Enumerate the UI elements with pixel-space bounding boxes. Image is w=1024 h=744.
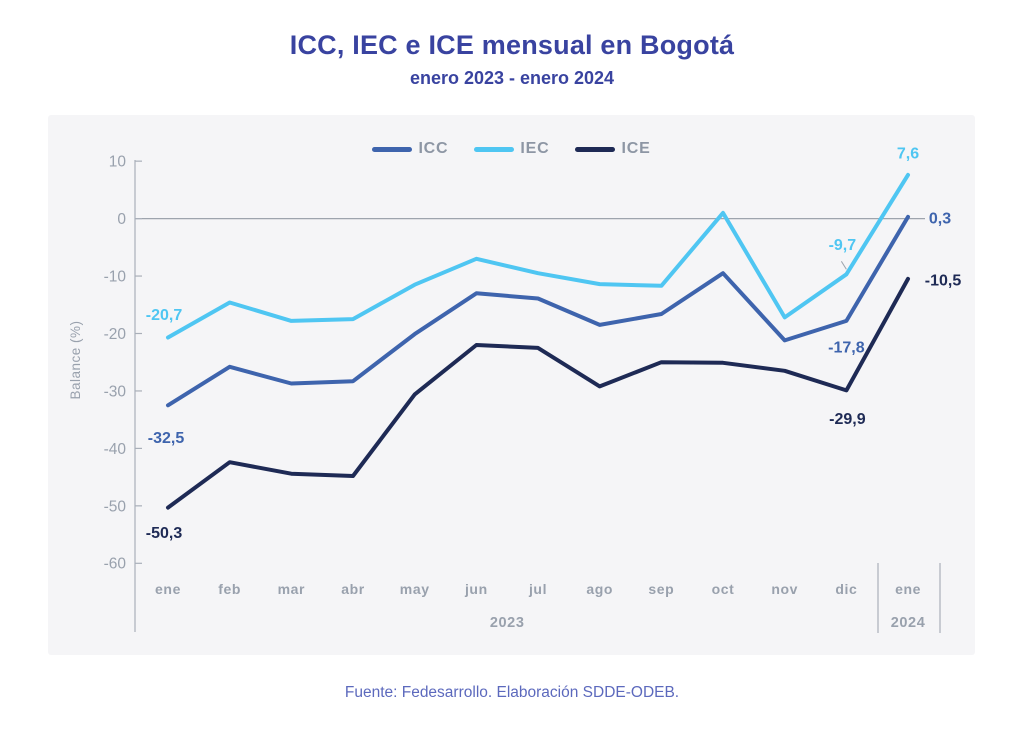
- page-title: ICC, IEC e ICE mensual en Bogotá: [289, 30, 735, 60]
- series-line-ice: [166, 276, 910, 510]
- x-tick-label: oct: [712, 581, 735, 597]
- year-label: 2024: [891, 615, 926, 631]
- x-tick-label: ene: [895, 581, 921, 597]
- legend-item-icc: ICC: [372, 140, 448, 158]
- legend-item-ice: ICE: [575, 140, 650, 158]
- x-tick-label: sep: [648, 581, 674, 597]
- chart-panel: ICC IEC ICE 10 0 -10 -20 -30 -40 -50 -60 Balance (…: [48, 115, 975, 655]
- legend-line-icon: [372, 146, 413, 152]
- data-label-icc: 0,3: [929, 210, 951, 227]
- chart-header: ICC, IEC e ICE mensual en Bogotá enero 2…: [0, 30, 1024, 89]
- y-tick-label: -10: [104, 268, 127, 285]
- x-tick-label: abr: [341, 581, 365, 597]
- legend-label: ICE: [621, 140, 651, 157]
- x-tick-label: may: [400, 581, 430, 597]
- chart-legend: ICC IEC ICE: [48, 140, 975, 158]
- data-label-ice: -50,3: [146, 525, 183, 542]
- legend-label: ICC: [418, 140, 449, 157]
- year-label: 2023: [490, 615, 525, 631]
- source-note: Fuente: Fedesarrollo. Elaboración SDDE-O…: [344, 684, 680, 701]
- y-tick-label: 10: [109, 154, 127, 171]
- legend-line-icon: [474, 146, 515, 152]
- data-label-ice: -29,9: [829, 411, 866, 428]
- x-tick-label: dic: [835, 581, 857, 597]
- x-tick-label: ago: [586, 581, 613, 597]
- y-tick-label: -50: [104, 498, 127, 515]
- y-tick-label: 0: [117, 211, 126, 228]
- data-label-icc: -32,5: [148, 430, 185, 447]
- page-subtitle: enero 2023 - enero 2024: [409, 68, 615, 88]
- series-line-iec: [166, 172, 910, 340]
- y-tick-label: -20: [104, 326, 127, 343]
- legend-label: IEC: [520, 140, 550, 157]
- y-tick-label: -40: [104, 441, 127, 458]
- data-label-icc: -17,8: [828, 339, 865, 356]
- x-tick-label: nov: [771, 581, 798, 597]
- x-tick-label: jul: [528, 581, 547, 597]
- data-label-iec: 7,6: [897, 146, 919, 163]
- x-tick-label: mar: [278, 581, 305, 597]
- x-tick-label: ene: [155, 581, 181, 597]
- x-tick-label: jun: [464, 581, 488, 597]
- y-axis-title: Balance (%): [68, 320, 83, 399]
- data-label-iec: -20,7: [146, 307, 183, 324]
- y-tick-label: -30: [104, 383, 127, 400]
- data-label-ice: -10,5: [925, 273, 962, 290]
- x-tick-label: feb: [218, 581, 241, 597]
- legend-line-icon: [575, 146, 616, 152]
- y-tick-label: -60: [104, 556, 127, 573]
- series-line-icc: [166, 214, 910, 408]
- annotation-leader-line: [840, 261, 847, 270]
- data-label-iec: -9,7: [829, 237, 857, 254]
- chart-svg: 10 0 -10 -20 -30 -40 -50 -60 Balance (%) ene feb ma…: [68, 146, 962, 633]
- legend-item-iec: IEC: [474, 140, 549, 158]
